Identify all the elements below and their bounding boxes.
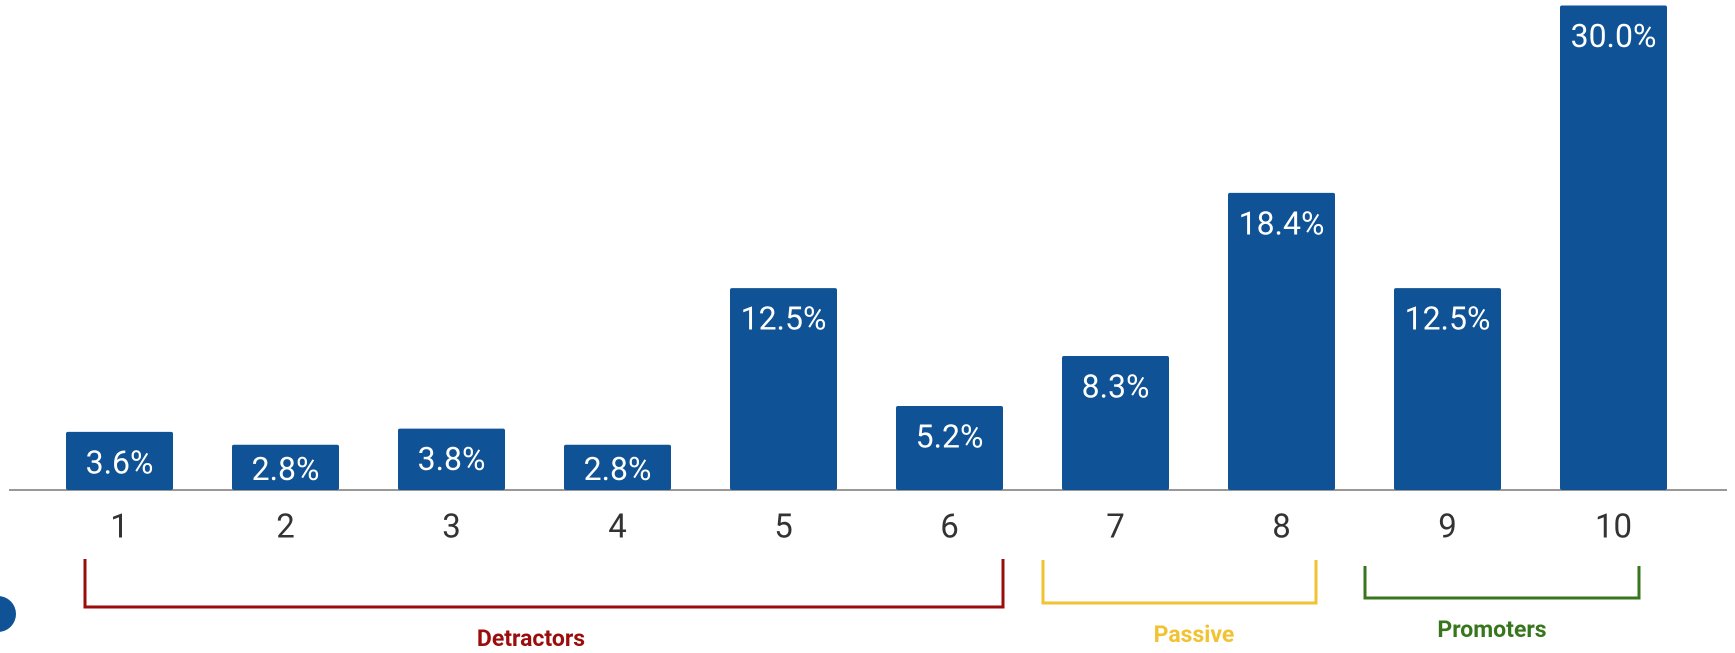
group-bracket — [83, 559, 1005, 609]
bar — [66, 431, 173, 490]
x-tick-label: 10 — [1595, 508, 1632, 547]
group-bracket — [1363, 566, 1641, 600]
value-label: 18.4% — [1239, 204, 1325, 242]
bar — [896, 406, 1003, 490]
value-label: 3.6% — [86, 443, 154, 481]
x-tick-label: 2 — [276, 508, 295, 547]
value-label: 8.3% — [1082, 367, 1150, 405]
bar — [564, 444, 671, 490]
x-tick-label: 3 — [442, 508, 461, 547]
value-label: 5.2% — [916, 417, 984, 455]
value-label: 3.8% — [418, 440, 486, 478]
group-bracket — [1041, 560, 1318, 605]
bar — [398, 428, 505, 490]
x-tick-label: 5 — [774, 508, 793, 547]
value-label: 2.8% — [584, 450, 652, 488]
bar — [1394, 288, 1501, 490]
value-label: 12.5% — [1405, 300, 1491, 338]
bar — [1560, 5, 1667, 490]
bar — [232, 444, 339, 490]
group-label: Promoters — [1437, 616, 1546, 643]
group-label: Detractors — [477, 625, 585, 652]
bar — [730, 288, 837, 490]
x-tick-label: 9 — [1438, 508, 1457, 547]
bar — [1228, 192, 1335, 490]
bar — [1062, 355, 1169, 490]
x-tick-label: 6 — [940, 508, 959, 547]
group-label: Passive — [1154, 621, 1235, 648]
value-label: 2.8% — [252, 450, 320, 488]
value-label: 30.0% — [1571, 17, 1657, 55]
x-tick-label: 1 — [110, 508, 129, 547]
value-label: 12.5% — [741, 300, 827, 338]
x-tick-label: 8 — [1272, 508, 1291, 547]
x-tick-label: 4 — [608, 508, 627, 547]
x-tick-label: 7 — [1106, 508, 1125, 547]
edge-dot — [0, 596, 16, 632]
